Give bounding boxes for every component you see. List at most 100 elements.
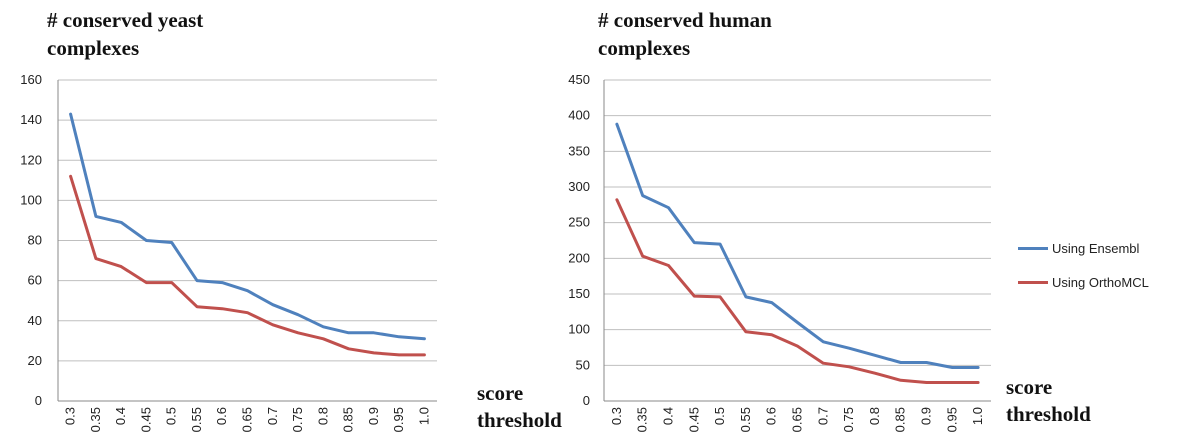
data-point bbox=[822, 340, 825, 343]
data-point bbox=[770, 333, 773, 336]
x-tick-label: 0.45 bbox=[138, 407, 153, 432]
chart-title-line: # conserved yeast bbox=[47, 8, 204, 32]
y-tick-label: 350 bbox=[568, 143, 590, 158]
data-point bbox=[423, 353, 426, 357]
y-tick-label: 400 bbox=[568, 108, 590, 123]
x-tick-label: 0.95 bbox=[391, 407, 406, 432]
chart-title-line: # conserved human bbox=[598, 8, 772, 32]
x-tick-label: 0.4 bbox=[113, 407, 128, 425]
chart-title-line: complexes bbox=[598, 36, 691, 60]
chart-title-line: complexes bbox=[47, 36, 140, 60]
y-tick-label: 140 bbox=[20, 112, 42, 127]
data-point bbox=[69, 175, 72, 178]
y-tick-label: 50 bbox=[576, 357, 590, 372]
data-point bbox=[693, 294, 696, 298]
y-tick-label: 150 bbox=[568, 286, 590, 301]
x-tick-label: 0.35 bbox=[635, 407, 650, 432]
data-point bbox=[976, 381, 980, 384]
data-point bbox=[951, 366, 954, 369]
data-point bbox=[170, 241, 173, 244]
legend-swatch-ensembl bbox=[1018, 246, 1048, 250]
y-tick-label: 20 bbox=[28, 353, 42, 368]
data-point bbox=[693, 241, 696, 244]
y-tick-label: 80 bbox=[28, 233, 42, 248]
x-tick-label: 0.9 bbox=[366, 407, 381, 425]
x-axis-label-line: threshold bbox=[1006, 402, 1091, 426]
x-tick-label: 0.7 bbox=[815, 407, 830, 425]
legend-item-ensembl: Using Ensembl bbox=[1018, 231, 1149, 265]
x-tick-label: 1.0 bbox=[416, 407, 431, 425]
x-tick-label: 0.65 bbox=[240, 407, 255, 432]
data-point bbox=[397, 335, 401, 338]
data-point bbox=[641, 254, 644, 258]
y-tick-label: 160 bbox=[20, 72, 42, 87]
x-tick-label: 0.5 bbox=[712, 407, 727, 425]
data-point bbox=[271, 323, 274, 326]
chart-legend: Using Ensembl Using OrthoMCL bbox=[1018, 231, 1149, 299]
data-point bbox=[296, 331, 300, 334]
y-tick-label: 100 bbox=[568, 322, 590, 337]
data-point bbox=[796, 321, 799, 324]
y-tick-label: 450 bbox=[568, 72, 590, 87]
x-tick-label: 0.55 bbox=[189, 407, 204, 432]
x-tick-label: 0.8 bbox=[315, 407, 330, 425]
y-tick-label: 0 bbox=[583, 393, 590, 408]
x-tick-label: 0.9 bbox=[919, 407, 934, 425]
data-point bbox=[667, 264, 670, 267]
x-axis-label-yeast: score threshold bbox=[477, 380, 562, 434]
data-point bbox=[271, 303, 274, 306]
data-point bbox=[246, 311, 249, 314]
data-point bbox=[296, 313, 300, 316]
data-point bbox=[119, 221, 123, 224]
data-point bbox=[718, 242, 722, 246]
data-point bbox=[397, 353, 401, 357]
x-tick-label: 0.95 bbox=[944, 407, 959, 432]
x-tick-label: 0.3 bbox=[63, 407, 78, 425]
data-point bbox=[925, 381, 928, 384]
data-point bbox=[94, 257, 98, 260]
data-point bbox=[246, 289, 249, 292]
data-point bbox=[873, 371, 877, 375]
legend-label: Using OrthoMCL bbox=[1052, 274, 1149, 290]
data-point bbox=[847, 365, 851, 368]
y-tick-label: 0 bbox=[35, 393, 42, 408]
data-point bbox=[744, 330, 748, 334]
x-tick-label: 0.45 bbox=[686, 407, 701, 432]
chart-title-human: # conserved human complexes bbox=[598, 6, 772, 62]
x-tick-label: 0.3 bbox=[609, 407, 624, 425]
x-axis-label-line: score bbox=[1006, 375, 1053, 399]
data-point bbox=[94, 215, 98, 218]
data-point bbox=[195, 279, 199, 282]
data-point bbox=[195, 305, 199, 308]
data-point bbox=[372, 351, 376, 355]
data-point bbox=[976, 366, 980, 369]
data-point bbox=[119, 265, 123, 268]
x-tick-label: 0.6 bbox=[764, 407, 779, 425]
data-point bbox=[899, 361, 902, 364]
y-tick-label: 120 bbox=[20, 152, 42, 167]
data-point bbox=[145, 239, 148, 242]
x-tick-label: 0.75 bbox=[290, 407, 305, 432]
x-axis-label-human: score threshold bbox=[1006, 374, 1091, 428]
data-point bbox=[347, 331, 350, 334]
legend-item-orthomcl: Using OrthoMCL bbox=[1018, 265, 1149, 299]
data-point bbox=[822, 361, 825, 365]
x-axis-label-line: score bbox=[477, 381, 524, 405]
data-point bbox=[925, 361, 928, 364]
chart-title-yeast: # conserved yeast complexes bbox=[47, 6, 203, 62]
data-point bbox=[873, 354, 877, 357]
x-tick-label: 0.5 bbox=[164, 407, 179, 425]
data-point bbox=[770, 301, 773, 304]
series-line-orthomcl bbox=[69, 174, 426, 357]
data-point bbox=[641, 194, 644, 197]
data-point bbox=[145, 281, 148, 284]
data-point bbox=[170, 281, 173, 284]
data-point bbox=[322, 337, 325, 341]
data-point bbox=[847, 347, 851, 350]
series-line-orthomcl bbox=[615, 198, 980, 384]
x-axis-label-line: threshold bbox=[477, 408, 562, 432]
x-tick-label: 0.65 bbox=[790, 407, 805, 432]
x-tick-label: 0.7 bbox=[265, 407, 280, 425]
y-tick-label: 100 bbox=[20, 192, 42, 207]
